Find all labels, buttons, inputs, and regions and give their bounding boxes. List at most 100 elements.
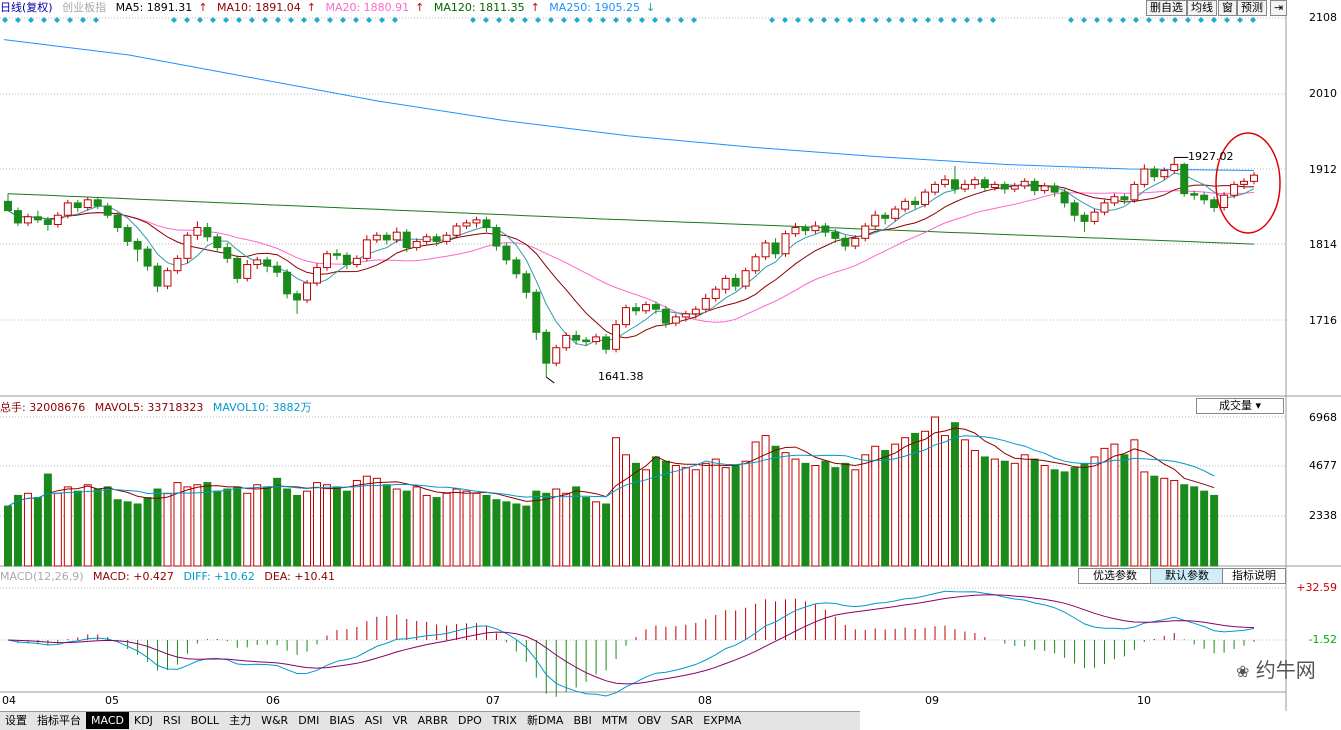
volume-bar (651, 456, 660, 567)
volume-bar (552, 488, 561, 567)
candle (681, 313, 690, 318)
arrow-right-icon[interactable]: ⇥ (1270, 0, 1288, 16)
volume-bar (1040, 464, 1049, 567)
candle (661, 308, 670, 324)
info-marker-icon (613, 17, 619, 23)
volume-bar (243, 492, 252, 567)
tab-bias[interactable]: BIAS (329, 714, 355, 727)
candle (1050, 185, 1059, 193)
tab-asi[interactable]: ASI (364, 714, 383, 727)
volume-bar (273, 477, 282, 567)
info-marker-icon (1107, 17, 1113, 23)
window-button[interactable]: 窗 (1218, 0, 1237, 16)
tab-expma[interactable]: EXPMA (703, 714, 742, 727)
info-marker-icon (67, 17, 73, 23)
candle (1140, 168, 1149, 185)
volume-bar (512, 503, 521, 567)
volume-bar (891, 443, 900, 567)
candle (412, 240, 421, 249)
volume-bar (263, 486, 272, 567)
info-marker-icon (1250, 17, 1256, 23)
info-marker-icon (691, 17, 697, 23)
info-marker-icon (15, 17, 21, 23)
candle (701, 297, 710, 310)
tab-trix[interactable]: TRIX (491, 714, 517, 727)
candle (861, 225, 870, 239)
tab-mtm[interactable]: MTM (601, 714, 628, 727)
volume-bar (33, 497, 42, 567)
tab-指标平台[interactable]: 指标平台 (37, 714, 81, 727)
volume-bar (402, 490, 411, 567)
volume-bar (93, 488, 102, 567)
volume-bar (293, 494, 302, 567)
tab-设置[interactable]: 设置 (5, 714, 27, 727)
volume-bar (522, 505, 531, 567)
candle (23, 216, 32, 224)
info-marker-icon (665, 17, 671, 23)
dea-line (7, 594, 1255, 685)
candle (1150, 168, 1159, 178)
volume-bar (432, 497, 441, 567)
high-annotation: 1927.02 (1188, 150, 1234, 163)
volume-bar (691, 469, 700, 567)
tab-bbi[interactable]: BBI (573, 714, 592, 727)
candle (1160, 170, 1169, 178)
delete-watchlist-button[interactable]: 删自选 (1146, 0, 1187, 16)
candle (1230, 183, 1239, 196)
info-marker-icon (782, 17, 788, 23)
candle (273, 265, 282, 273)
volume-bar (612, 437, 621, 567)
tab-kdj[interactable]: KDJ (133, 714, 153, 727)
tab-obv[interactable]: OBV (637, 714, 661, 727)
tab-新dma[interactable]: 新DMA (526, 714, 564, 727)
tab-sar[interactable]: SAR (670, 714, 694, 727)
candle (851, 237, 860, 247)
candle (1070, 202, 1079, 216)
price-axis-label: 1814 (1309, 238, 1337, 251)
candle (4, 200, 12, 212)
info-marker-icon (548, 17, 554, 23)
tab-boll[interactable]: BOLL (190, 714, 220, 727)
tab-rsi[interactable]: RSI (162, 714, 181, 727)
candle (532, 291, 541, 333)
info-marker-icon (379, 17, 385, 23)
volume-bar (881, 450, 890, 567)
tab-arbr[interactable]: ARBR (417, 714, 449, 727)
average-line-button[interactable]: 均线 (1187, 0, 1217, 16)
candle (651, 304, 660, 310)
candle (63, 202, 72, 216)
tab-主力[interactable]: 主力 (229, 714, 252, 727)
info-marker-icon (470, 17, 476, 23)
tab-dpo[interactable]: DPO (458, 714, 482, 727)
volume-bar (442, 492, 451, 567)
candle (941, 179, 949, 185)
tab-vr[interactable]: VR (392, 714, 408, 727)
tab-macd[interactable]: MACD (86, 712, 129, 729)
info-marker-icon (769, 17, 775, 23)
mavol10-label: MAVOL10: 3882万 (212, 401, 312, 414)
volume-bar (1080, 462, 1089, 567)
candle (1030, 180, 1039, 192)
volume-bar (412, 486, 421, 567)
info-marker-icon (1224, 17, 1230, 23)
month-label: 06 (266, 694, 280, 707)
info-marker-icon (535, 17, 541, 23)
default-params-button[interactable]: 默认参数 (1150, 568, 1224, 584)
candle (1190, 193, 1199, 196)
ma120-line (7, 193, 1255, 245)
volume-bar (1020, 454, 1029, 567)
info-marker-icon (561, 17, 567, 23)
tab-w&r[interactable]: W&R (261, 714, 289, 727)
candle (641, 304, 650, 312)
predict-button[interactable]: 预测 (1237, 0, 1267, 16)
tab-dmi[interactable]: DMI (298, 714, 320, 727)
optimize-params-button[interactable]: 优选参数 (1078, 568, 1152, 584)
candle (432, 236, 441, 242)
indicator-selector[interactable]: 成交量 ▾ (1196, 398, 1284, 414)
indicator-help-button[interactable]: 指标说明 (1222, 568, 1286, 584)
ma120-label: MA120: 1811.35 (433, 1, 525, 14)
candle (761, 242, 770, 258)
volume-bar (223, 488, 232, 567)
candle (721, 277, 730, 290)
